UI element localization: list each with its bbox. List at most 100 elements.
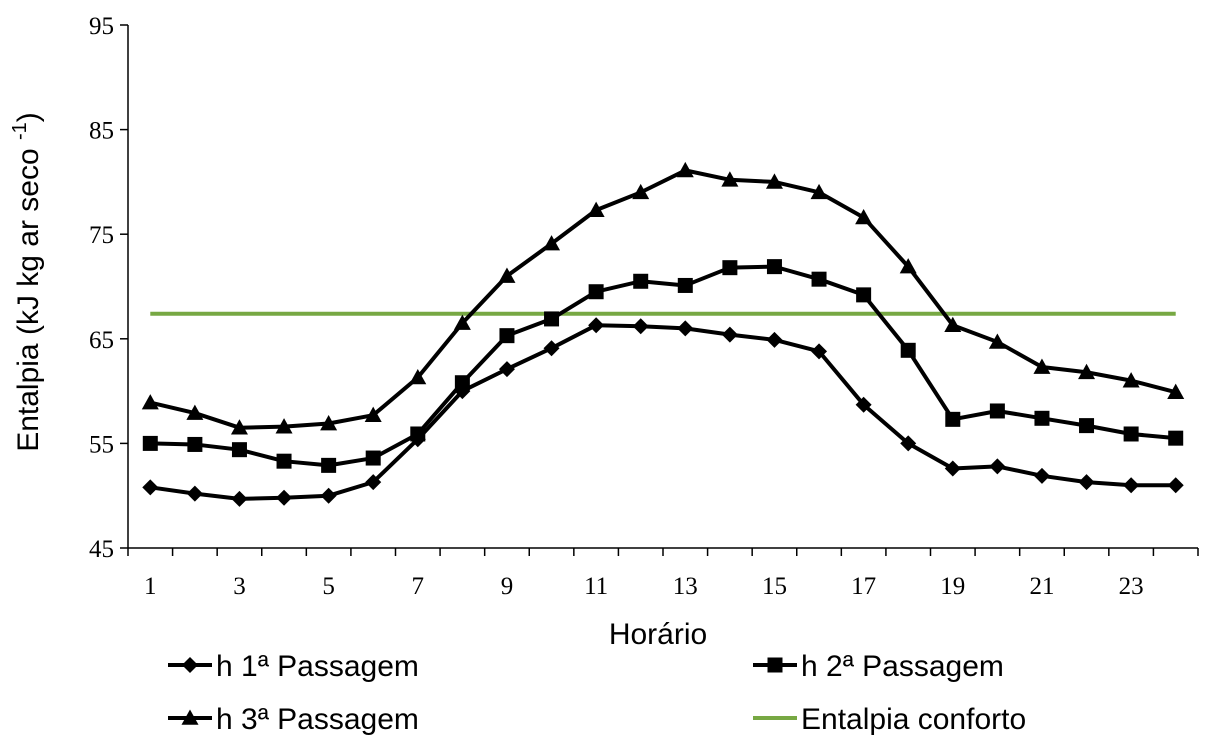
x-tick-label: 11 — [584, 573, 608, 600]
y-axis-title-close: ) — [12, 112, 45, 122]
data-point — [677, 277, 693, 293]
data-point — [142, 435, 158, 451]
x-axis-title: Horário — [609, 618, 707, 651]
data-point — [988, 333, 1006, 349]
data-point — [409, 369, 427, 385]
data-point — [900, 435, 917, 452]
x-tick-label: 7 — [412, 573, 425, 600]
series-1 — [142, 317, 1184, 507]
data-point — [722, 260, 738, 276]
legend-label: h 2ª Passagem — [801, 650, 1004, 683]
data-point — [186, 404, 204, 420]
data-point — [1168, 430, 1184, 446]
data-point — [275, 418, 293, 434]
data-point — [766, 259, 782, 275]
data-point — [587, 201, 605, 217]
data-point — [989, 403, 1005, 419]
data-point — [230, 419, 248, 435]
data-point — [811, 343, 828, 360]
series-3 — [141, 161, 1185, 435]
series-2 — [142, 259, 1184, 473]
data-point — [1167, 383, 1185, 399]
x-tick-label: 19 — [940, 573, 965, 600]
data-point — [321, 457, 337, 473]
y-tick-label: 85 — [89, 118, 114, 145]
data-point — [1078, 474, 1095, 491]
data-point — [142, 479, 159, 496]
data-point — [1167, 477, 1184, 494]
data-point — [765, 173, 783, 189]
data-point — [1033, 358, 1051, 374]
y-tick-label: 65 — [89, 327, 114, 354]
data-point — [900, 342, 916, 358]
data-point — [498, 361, 515, 378]
series-line — [150, 264, 1176, 468]
data-point — [365, 450, 381, 466]
data-point — [543, 340, 560, 357]
y-tick-label: 75 — [89, 222, 114, 249]
legend-label: h 1ª Passagem — [216, 650, 419, 683]
data-point — [1079, 418, 1095, 434]
data-point — [1033, 467, 1050, 484]
legend-entry: Entalpia conforto — [753, 703, 1026, 736]
data-point — [364, 406, 382, 422]
data-point — [320, 415, 338, 431]
legend-label: h 3ª Passagem — [216, 703, 419, 736]
data-point — [810, 183, 828, 200]
data-point — [944, 316, 962, 333]
data-point — [721, 326, 738, 343]
data-point — [721, 171, 739, 187]
legend: h 1ª Passagem h 2ª Passagem h 3ª Passagem E… — [168, 650, 1026, 736]
legend-entry: h 3ª Passagem — [168, 703, 419, 736]
data-point — [1123, 477, 1140, 494]
data-point — [676, 161, 694, 178]
data-point — [588, 284, 604, 300]
x-tick-label: 9 — [501, 573, 514, 600]
x-tick-label: 13 — [673, 573, 698, 600]
data-point — [989, 458, 1006, 475]
data-point — [231, 442, 247, 458]
data-point — [811, 271, 827, 287]
data-point — [855, 396, 872, 413]
legend-entry: h 1ª Passagem — [168, 650, 419, 683]
data-point — [1123, 426, 1139, 442]
data-point — [231, 490, 248, 507]
y-axis-title-sup: -1 — [9, 122, 31, 140]
data-point — [632, 318, 649, 335]
data-point — [1122, 372, 1140, 388]
y-axis-title-main: Entalpia (kJ kg ar seco — [12, 140, 45, 452]
data-point — [498, 267, 516, 283]
x-tick-label: 5 — [322, 573, 335, 600]
y-axis-title: Entalpia (kJ kg ar seco -1) — [9, 112, 45, 452]
legend-marker — [182, 657, 198, 673]
data-point — [855, 208, 873, 225]
x-tick-label: 23 — [1119, 573, 1144, 600]
data-point — [543, 235, 561, 251]
y-tick-label: 95 — [89, 13, 114, 40]
legend-marker — [181, 709, 199, 725]
data-point — [1034, 410, 1050, 426]
y-tick-label: 55 — [89, 431, 114, 458]
data-point — [365, 474, 382, 491]
data-point — [677, 320, 694, 337]
data-point — [544, 311, 560, 327]
data-point — [276, 453, 292, 469]
legend-entry: h 2ª Passagem — [753, 650, 1004, 683]
y-tick-label: 45 — [89, 536, 114, 563]
data-point — [453, 314, 471, 330]
x-tick-label: 3 — [233, 573, 246, 600]
series-line — [150, 323, 1176, 501]
data-point — [766, 331, 783, 348]
data-point — [632, 183, 650, 200]
data-point — [320, 487, 337, 504]
legend-label: Entalpia conforto — [801, 703, 1026, 736]
data-point — [141, 394, 159, 410]
data-point — [633, 273, 649, 289]
data-point — [410, 426, 426, 442]
series-layer — [141, 161, 1185, 507]
x-tick-label: 21 — [1029, 573, 1054, 600]
x-tick-label: 1 — [144, 573, 157, 600]
data-point — [945, 411, 961, 427]
